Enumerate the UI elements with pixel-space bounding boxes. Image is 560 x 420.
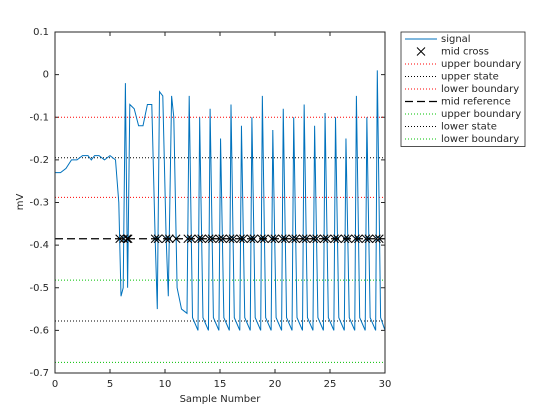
mid-cross-marker (123, 234, 133, 244)
mid-cross-marker (186, 234, 196, 244)
mid-cross-marker (340, 234, 350, 244)
mid-cross-marker (374, 234, 384, 244)
mid-cross-marker (351, 234, 360, 244)
mid-cross-marker (280, 234, 290, 244)
mid-cross-marker (354, 234, 363, 244)
mid-cross-marker (171, 234, 181, 244)
mid-cross-marker (333, 234, 342, 244)
legend-label: signal (441, 34, 471, 45)
mid-cross-marker (246, 234, 256, 244)
mid-cross-marker (330, 234, 339, 244)
mid-cross-marker (288, 234, 298, 244)
mid-cross-marker (215, 234, 225, 244)
y-tick-label: -0.7 (29, 368, 49, 379)
y-tick-label: -0.1 (29, 112, 49, 123)
y-tick-label: -0.4 (29, 240, 49, 251)
mid-cross-marker (278, 234, 287, 244)
mid-cross-marker (150, 234, 160, 244)
mid-cross-marker (372, 234, 381, 244)
x-tick-label: 25 (324, 379, 337, 390)
mid-cross-marker (183, 234, 193, 244)
mid-cross-marker (259, 234, 269, 244)
y-axis-label: mV (15, 194, 26, 211)
mid-cross-marker (194, 234, 204, 244)
mid-cross-marker (322, 234, 332, 244)
y-tick-label: -0.3 (29, 198, 49, 209)
x-tick-label: 0 (52, 379, 58, 390)
signal-line (55, 70, 386, 331)
mid-cross-marker (225, 234, 235, 244)
mid-cross-marker (239, 234, 248, 244)
mid-cross-marker (343, 234, 353, 244)
plot-frame (54, 31, 386, 374)
mid-cross-marker (312, 234, 321, 244)
x-tick-label: 30 (379, 379, 392, 390)
mid-cross-marker (361, 234, 371, 244)
mid-cross-marker (218, 234, 227, 244)
mid-cross-marker (364, 234, 374, 244)
legend-label: lower boundary (441, 84, 519, 95)
mid-cross-marker (161, 234, 171, 244)
x-axis-label: Sample Number (180, 394, 262, 405)
legend-label: lower boundary (441, 134, 519, 145)
mid-cross-marker (270, 234, 280, 244)
mid-cross-marker (309, 234, 319, 244)
legend-label: mid cross (441, 47, 489, 58)
mid-cross-marker (122, 234, 132, 244)
mid-cross-marker (249, 234, 259, 244)
mid-cross-marker (298, 234, 308, 244)
mid-cross-marker (291, 234, 301, 244)
mid-cross-marker (153, 234, 163, 244)
mid-cross-marker (267, 234, 277, 244)
y-tick-label: -0.2 (29, 155, 49, 166)
x-tick-label: 20 (269, 379, 282, 390)
legend-label: upper boundary (441, 109, 521, 120)
y-tick-label: 0 (43, 70, 49, 81)
y-tick-label: -0.6 (29, 325, 49, 336)
mid-cross-marker (197, 234, 206, 244)
mid-cross-marker (228, 234, 238, 244)
mid-cross-marker (119, 234, 129, 244)
x-tick-label: 10 (159, 379, 172, 390)
legend-label: mid reference (441, 97, 511, 108)
x-tick-label: 15 (214, 379, 227, 390)
mid-cross-marker (204, 234, 214, 244)
mid-cross-marker (236, 234, 245, 244)
mid-cross-marker (207, 234, 217, 244)
mid-cross-marker (115, 234, 125, 244)
legend-label: upper boundary (441, 59, 521, 70)
legend-label: upper state (441, 72, 499, 83)
mid-cross-marker (319, 234, 329, 244)
legend-label: lower state (441, 122, 497, 133)
mid-cross-marker (164, 234, 174, 244)
mid-cross-marker (301, 234, 311, 244)
y-tick-label: -0.5 (29, 283, 49, 294)
y-tick-label: 0.1 (33, 27, 49, 38)
x-tick-label: 5 (107, 379, 113, 390)
mid-cross-marker (257, 234, 266, 244)
legend-symbol (416, 47, 426, 56)
